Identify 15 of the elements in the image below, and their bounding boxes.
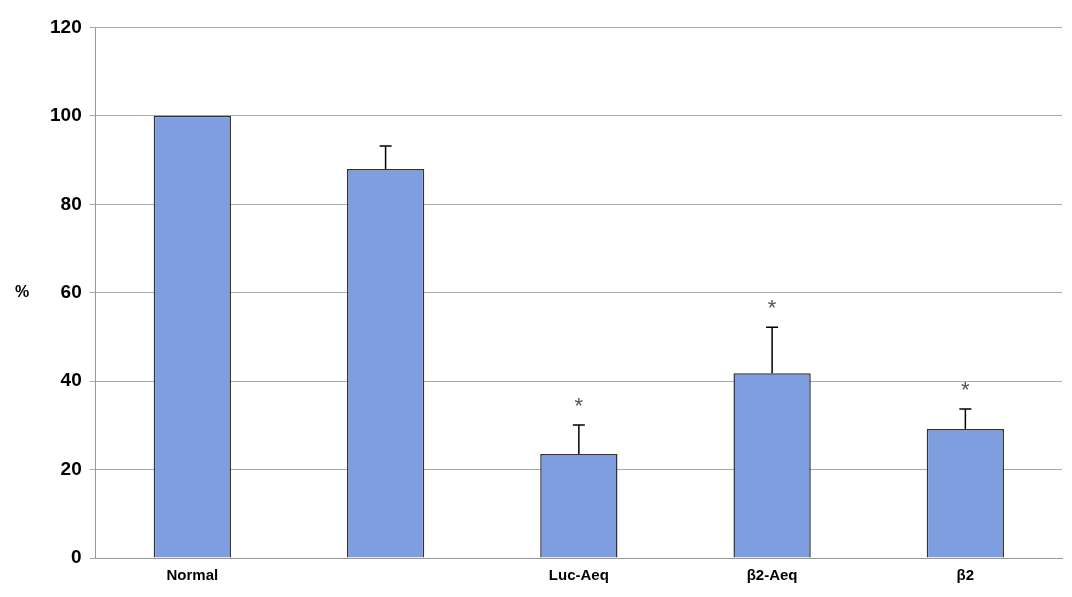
x-tick-label: Normal (166, 566, 219, 584)
annotation: * (767, 295, 777, 321)
y-tick-label: 20 (60, 457, 82, 479)
annotation: * (961, 377, 971, 403)
y-tick-label: 40 (60, 369, 82, 391)
y-axis-title: % (14, 283, 30, 301)
x-tick-label: β2 (956, 566, 975, 584)
y-tick-label: 100 (50, 104, 82, 126)
y-tick-label: 120 (50, 15, 82, 37)
x-tick-label: Luc-Aeq (548, 566, 609, 584)
y-tick-label: 60 (60, 280, 82, 302)
annotation: * (574, 392, 584, 418)
y-tick-label: 80 (60, 192, 82, 214)
y-tick-label: 0 (71, 546, 82, 568)
x-tick-label: β2-Aeq (746, 566, 798, 584)
